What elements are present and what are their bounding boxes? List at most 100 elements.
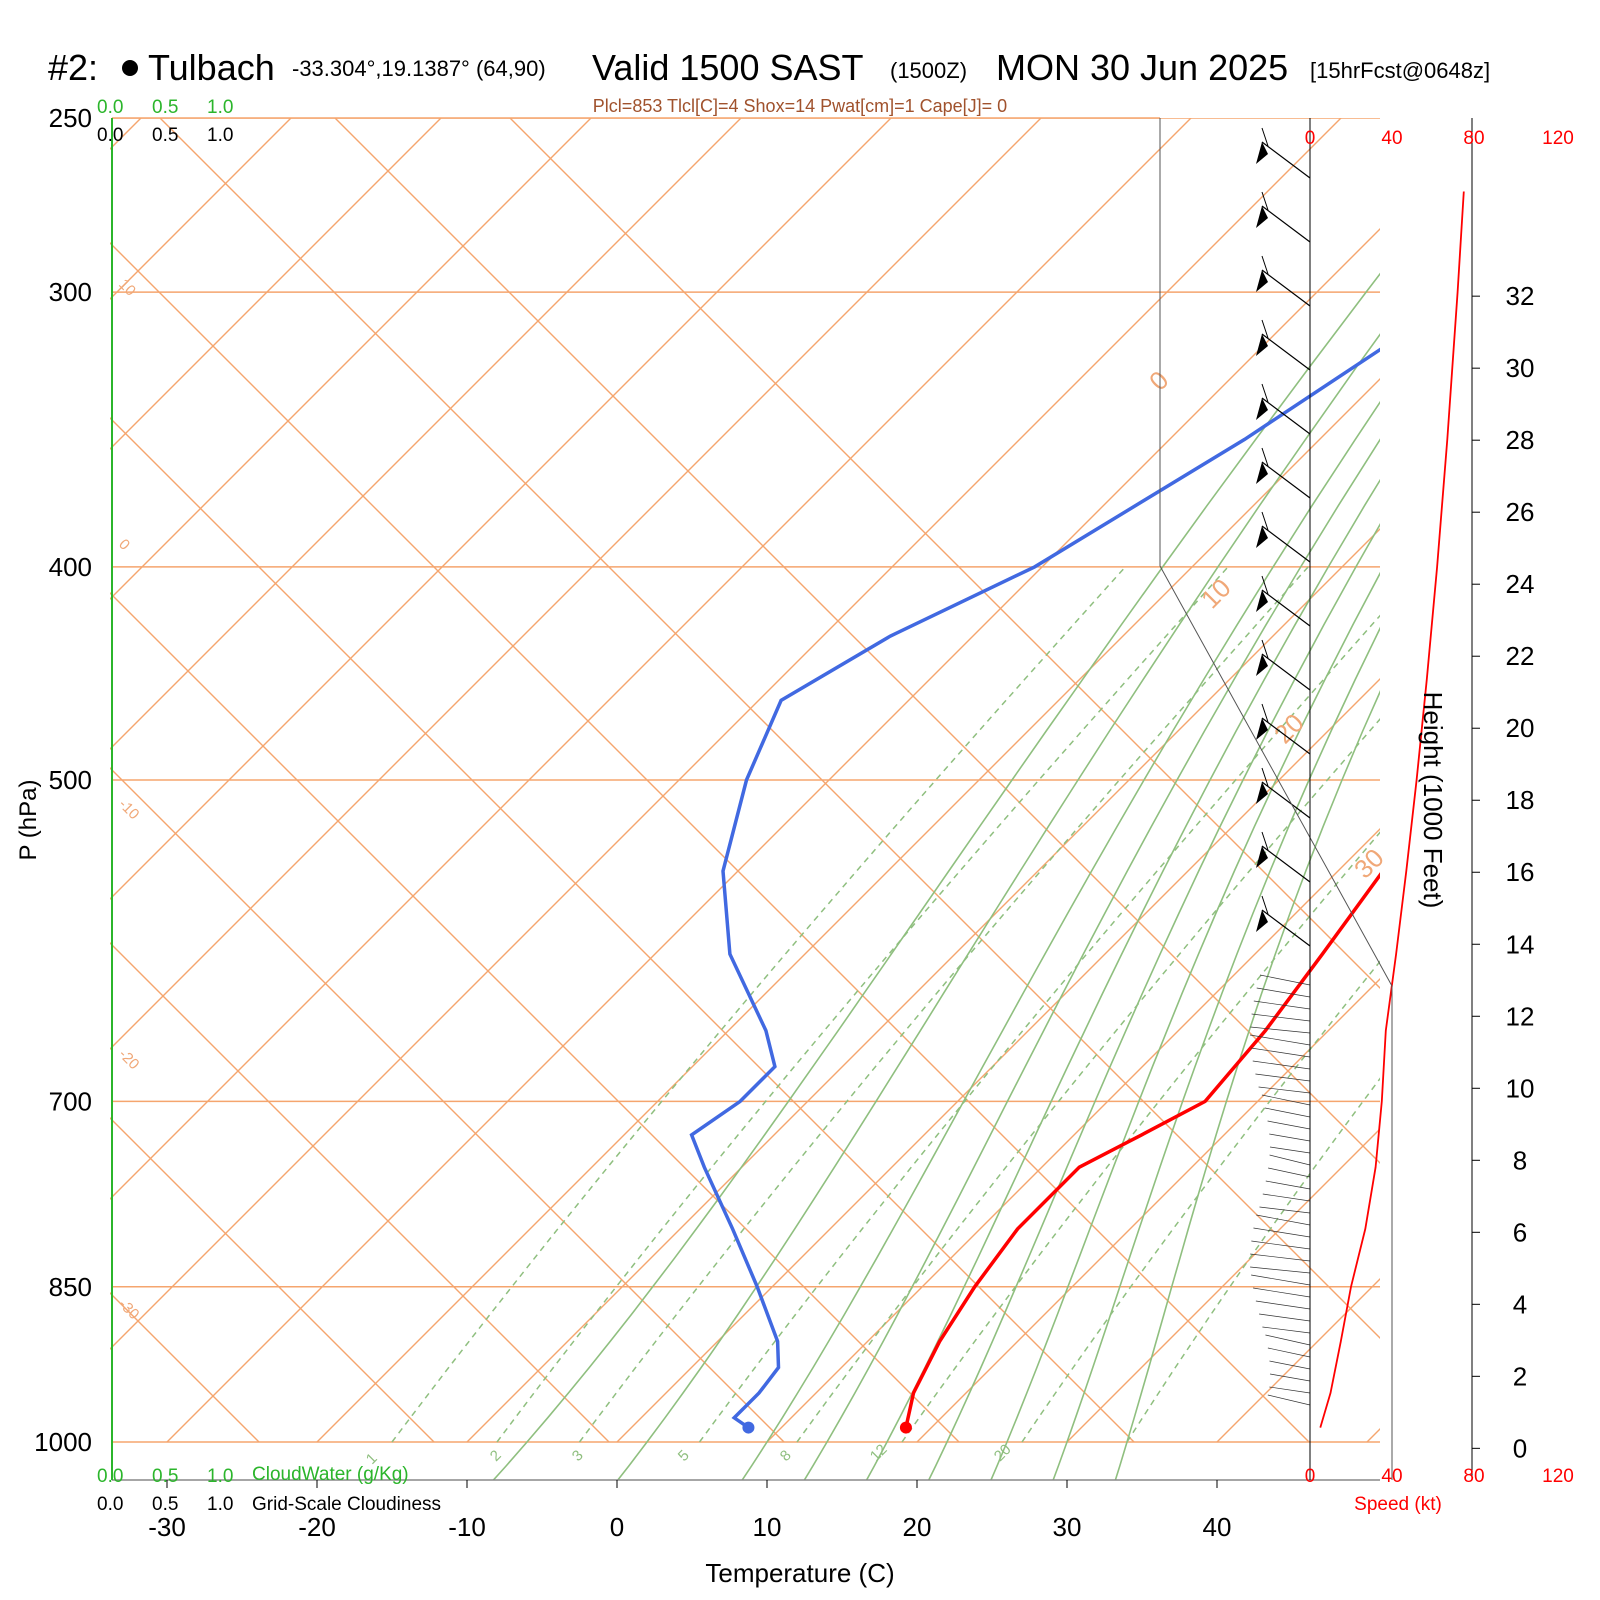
- wind-barb-icon: [1250, 1047, 1311, 1058]
- wind-barb-icon: [1252, 1060, 1311, 1070]
- cloudiness-tick-2-bottom: 1.0: [207, 1494, 233, 1515]
- wind-barb-icon: [1250, 1026, 1311, 1034]
- wind-barb-icon: [1249, 1034, 1311, 1046]
- y-axis-label: P (hPa): [15, 780, 42, 861]
- speed-tick-80-top: 80: [1463, 128, 1484, 149]
- wind-barb-icon: [1256, 255, 1311, 307]
- height-tick-label: 6: [1513, 1217, 1527, 1247]
- pressure-tick-label: 400: [49, 552, 92, 582]
- valid-date: MON 30 Jun 2025: [996, 47, 1288, 88]
- station-dot-icon: [122, 60, 138, 76]
- height-tick-label: 8: [1513, 1145, 1527, 1175]
- isotherm-label: -10: [115, 796, 142, 823]
- height-tick-label: 4: [1513, 1289, 1527, 1319]
- cloudiness-label: Grid-Scale Cloudiness: [252, 1494, 441, 1515]
- isotherm-line: [1366, 1428, 1380, 1443]
- isotherm-line: [766, 828, 1380, 1443]
- cloudiness-tick-0-bottom: 0.0: [97, 1494, 123, 1515]
- height-tick-label: 24: [1506, 569, 1535, 599]
- wind-barb-icon: [1269, 1133, 1311, 1142]
- height-tick-label: 12: [1506, 1001, 1535, 1031]
- cloudwater-tick-1-bottom: 0.5: [152, 1466, 178, 1487]
- wind-barb-icon: [1256, 511, 1311, 563]
- speed-tick-0-top: 0: [1305, 128, 1316, 149]
- isotherm-label: 0: [115, 536, 133, 554]
- pressure-tick-label: 500: [49, 765, 92, 795]
- mixing-ratio-line: [496, 566, 1229, 1443]
- potential-temp-line: [509, 118, 1380, 989]
- x-tick-label: 0: [610, 1512, 624, 1542]
- moist-adiabat-line: [741, 400, 1380, 1480]
- wind-barb-icon: [1267, 1347, 1311, 1358]
- moist-adiabat-line: [1052, 626, 1380, 1480]
- sounding-traces: [689, 347, 1380, 1434]
- wind-barb-icon: [1251, 1240, 1311, 1250]
- height-tick-label: 14: [1506, 929, 1535, 959]
- pressure-tick-label: 300: [49, 277, 92, 307]
- x-tick-label: -20: [298, 1512, 336, 1542]
- x-axis-label: Temperature (C): [705, 1558, 894, 1588]
- isotherm-label: 30: [1348, 843, 1390, 885]
- header: #2: Tulbach -33.304°,19.1387° (64,90) Va…: [48, 47, 1490, 88]
- station-coords: -33.304°,19.1387° (64,90): [292, 56, 546, 81]
- height-tick-label: 28: [1506, 425, 1535, 455]
- wind-barb-icon: [1261, 1094, 1311, 1106]
- height-tick-label: 10: [1506, 1073, 1535, 1103]
- isotherm-label: 20: [1268, 708, 1310, 750]
- x-tick-label: 10: [753, 1512, 782, 1542]
- wind-barb-icon: [1256, 191, 1311, 243]
- wind-barb-icon: [1256, 575, 1311, 627]
- mixing-ratio-label: 12: [867, 1441, 891, 1465]
- cloudwater-tick-2-bottom: 1.0: [207, 1466, 233, 1487]
- wind-barb-icon: [1256, 987, 1311, 998]
- pressure-tick-label: 700: [49, 1086, 92, 1116]
- axes: -30 -20 -10 0 10 20 30 402503004005007008501000…: [34, 103, 1534, 1542]
- cloudwater-label: CloudWater (g/Kg): [252, 1464, 409, 1485]
- stability-indices: Plcl=853 Tlcl[C]=4 Shox=14 Pwat[cm]=1 Ca…: [593, 96, 1007, 116]
- mixing-ratio-label: 2: [487, 1447, 505, 1465]
- wind-profile: [1249, 127, 1465, 1428]
- speed-axis-bottom: 0 40 80 120 Speed (kt): [1305, 1466, 1574, 1515]
- wind-barb-icon: [1253, 1287, 1311, 1298]
- wind-barb-icon: [1265, 1180, 1311, 1190]
- wind-barb-icon: [1267, 1394, 1311, 1406]
- isotherm-line: [110, 118, 742, 750]
- wind-barb-icon: [1256, 831, 1311, 883]
- wind-barb-icon: [1264, 1107, 1311, 1118]
- pressure-tick-label: 250: [49, 103, 92, 133]
- height-tick-label: 0: [1513, 1433, 1527, 1463]
- background-grid: [110, 118, 1380, 1480]
- height-tick-label: 22: [1506, 641, 1535, 671]
- mixing-ratio-line: [698, 614, 1380, 1443]
- wind-barb-icon: [1256, 767, 1311, 819]
- isotherm-label: -30: [115, 1296, 142, 1323]
- cloudiness-tick-0: 0.0: [97, 125, 123, 146]
- mixing-ratio-label: 3: [569, 1447, 587, 1465]
- temperature-surface-marker: [899, 1421, 912, 1434]
- isotherm-label: 0: [1143, 365, 1174, 396]
- isotherm-line: [110, 118, 1192, 1200]
- wind-barb-icon: [1255, 1300, 1311, 1310]
- wind-barb-icon: [1262, 1193, 1311, 1202]
- speed-tick-120-top: 120: [1542, 128, 1574, 149]
- potential-temp-line: [334, 118, 1380, 1164]
- isotherm-line: [110, 118, 592, 600]
- height-tick-label: 20: [1506, 713, 1535, 743]
- plot-frame: [111, 117, 1473, 1481]
- potential-temp-line: [159, 118, 1380, 1339]
- isotherm-line: [110, 118, 1042, 1050]
- potential-temp-line: [110, 592, 960, 1443]
- x-tick-label: 30: [1053, 1512, 1082, 1542]
- moist-adiabat-line: [990, 571, 1380, 1480]
- mixing-ratio-line: [901, 831, 1380, 1443]
- wind-barb-icon: [1265, 1334, 1311, 1346]
- moist-adiabat-line: [1114, 690, 1380, 1480]
- mixing-ratio-line: [578, 566, 1309, 1443]
- wind-barb-icon: [1269, 1146, 1311, 1154]
- wind-speed-trace: [1319, 191, 1465, 1428]
- height-tick-label: 32: [1506, 281, 1535, 311]
- height-tick-label: 2: [1513, 1361, 1527, 1391]
- wind-barb-icon: [1256, 1214, 1311, 1226]
- speed-tick-120-bottom: 120: [1542, 1466, 1574, 1487]
